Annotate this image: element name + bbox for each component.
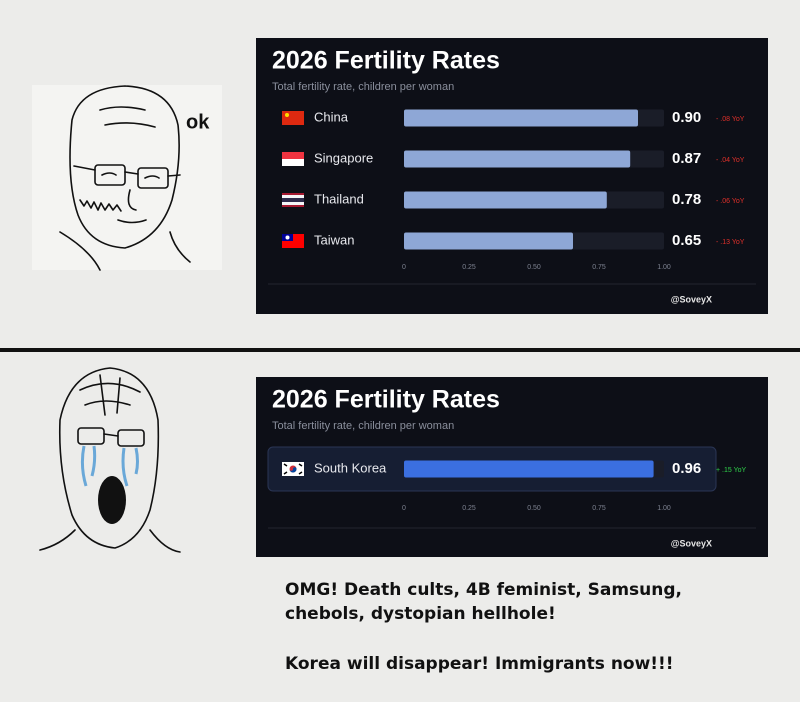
- category-label: South Korea: [314, 460, 387, 475]
- chart-panel: [256, 38, 768, 314]
- flag: [285, 235, 290, 240]
- yoy-annotation: + .15 YoY: [716, 467, 747, 474]
- divider: [0, 348, 800, 352]
- flag-icon: [282, 462, 304, 476]
- value-label: 0.78: [672, 191, 701, 208]
- x-tick-label: 0.50: [527, 505, 541, 512]
- x-tick-label: 0.75: [592, 505, 606, 512]
- wojak-crying: [39, 367, 181, 553]
- bar: [404, 191, 607, 209]
- category-label: Thailand: [314, 191, 364, 206]
- caption-line: chebols, dystopian hellhole!: [285, 604, 556, 624]
- wojak-calm: [32, 85, 222, 271]
- flag: [283, 463, 303, 475]
- credit: @SoveyX: [671, 294, 712, 304]
- category-label: Taiwan: [314, 232, 354, 247]
- x-tick-label: 0.75: [592, 264, 606, 271]
- flag: [282, 193, 304, 195]
- bar: [404, 460, 654, 478]
- value-label: 0.96: [672, 460, 701, 477]
- flag: [282, 200, 304, 202]
- yoy-annotation: - .06 YoY: [716, 198, 745, 205]
- bar: [404, 109, 638, 127]
- flag: [282, 152, 304, 159]
- value-label: 0.87: [672, 150, 701, 167]
- yoy-annotation: - .13 YoY: [716, 239, 745, 246]
- ok-label: ok: [186, 111, 210, 133]
- flag-icon: [282, 152, 304, 166]
- value-label: 0.90: [672, 109, 701, 126]
- flag: [282, 202, 304, 205]
- flag: [285, 113, 289, 117]
- flag: [282, 198, 304, 200]
- flag: [282, 205, 304, 207]
- x-tick-label: 0.50: [527, 264, 541, 271]
- bar: [404, 150, 631, 168]
- bar: [404, 232, 573, 250]
- chart-subtitle: Total fertility rate, children per woman: [272, 420, 454, 432]
- x-tick-label: 0: [402, 264, 406, 271]
- x-tick-label: 0.25: [462, 505, 476, 512]
- flag: [282, 195, 304, 198]
- flag: [282, 111, 304, 125]
- category-label: China: [314, 109, 349, 124]
- x-tick-label: 0: [402, 505, 406, 512]
- caption-line: OMG! Death cults, 4B feminist, Samsung,: [285, 580, 682, 600]
- x-tick-label: 1.00: [657, 505, 671, 512]
- chart-title: 2026 Fertility Rates: [272, 386, 500, 414]
- category-label: Singapore: [314, 150, 373, 165]
- credit: @SoveyX: [671, 538, 712, 548]
- flag-icon: [282, 234, 304, 248]
- value-label: 0.65: [672, 232, 701, 249]
- x-tick-label: 1.00: [657, 264, 671, 271]
- flag-icon: [282, 111, 304, 125]
- chart-subtitle: Total fertility rate, children per woman: [272, 81, 454, 93]
- yoy-annotation: - .08 YoY: [716, 116, 745, 123]
- flag: [289, 467, 297, 473]
- yoy-annotation: - .04 YoY: [716, 157, 745, 164]
- caption-line: Korea will disappear! Immigrants now!!!: [285, 654, 674, 674]
- flag: [282, 159, 304, 166]
- flag-icon: [282, 193, 304, 207]
- chart-title: 2026 Fertility Rates: [272, 47, 500, 75]
- x-tick-label: 0.25: [462, 264, 476, 271]
